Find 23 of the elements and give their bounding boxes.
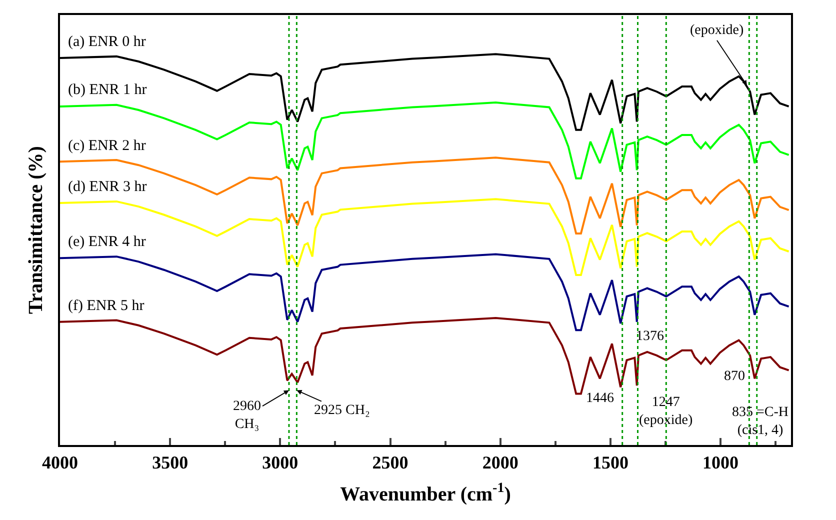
annotation: 1446 bbox=[586, 391, 614, 406]
x-tick-label: 2000 bbox=[482, 452, 518, 473]
x-tick-label: 3000 bbox=[262, 452, 298, 473]
annotation: 1247 (epoxide) bbox=[639, 395, 693, 428]
annotation: 835 =C-H (cis1, 4) bbox=[732, 405, 789, 438]
annotation: 2925 CH₂ bbox=[314, 403, 370, 418]
x-axis-title: Wavenumber (cm$^{-1}$) bbox=[340, 481, 511, 506]
series-label: (a) ENR 0 hr bbox=[68, 34, 146, 50]
annotation: 1376 bbox=[636, 329, 664, 344]
x-tick-label: 1500 bbox=[592, 452, 628, 473]
x-tick-label: 1000 bbox=[702, 452, 739, 473]
series-label: (e) ENR 4 hr bbox=[68, 234, 146, 250]
y-axis-title: Transimittance (%) bbox=[25, 146, 47, 314]
series-label: (f) ENR 5 hr bbox=[68, 298, 144, 314]
series-label: (c) ENR 2 hr bbox=[68, 138, 146, 154]
series-label: (b) ENR 1 hr bbox=[68, 82, 147, 98]
x-tick-label: 4000 bbox=[42, 452, 78, 473]
annotation: 870 bbox=[724, 369, 745, 384]
x-tick-label: 2500 bbox=[372, 452, 408, 473]
x-tick-label: 3500 bbox=[152, 452, 188, 473]
annotation: 2960 CH₃ bbox=[233, 399, 261, 432]
annotation: (epoxide) bbox=[690, 23, 744, 38]
series-label: (d) ENR 3 hr bbox=[68, 179, 147, 195]
